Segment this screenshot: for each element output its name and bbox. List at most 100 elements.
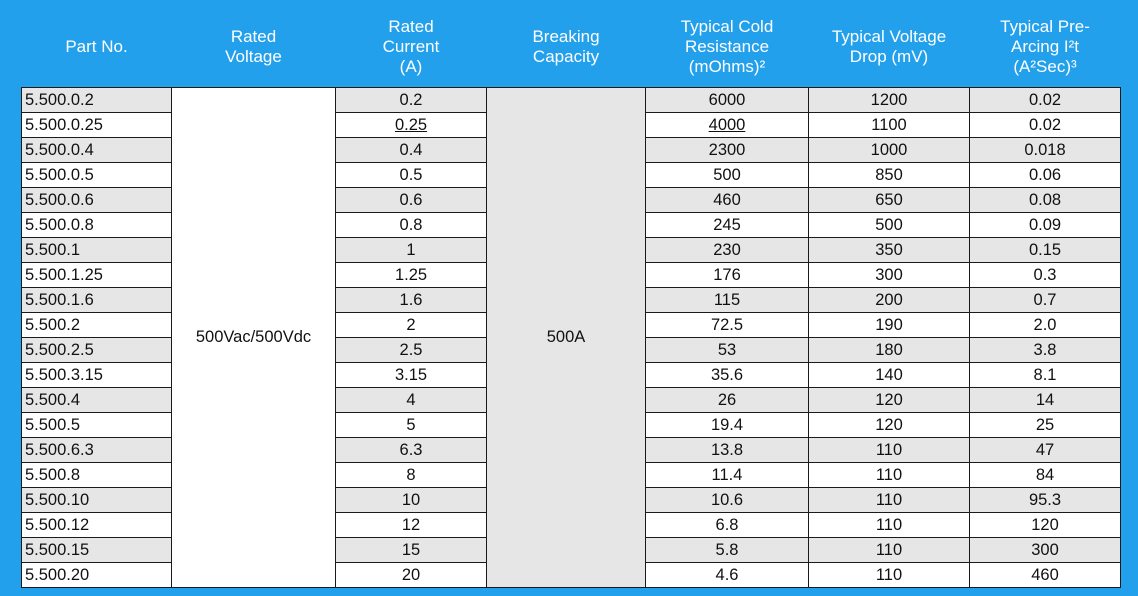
cell-cold-resistance: 11.4 [645, 462, 809, 488]
cell-pre-arcing-text: 2.0 [1033, 315, 1057, 334]
cell-pre-arcing: 0.08 [969, 187, 1121, 213]
header-pre-arcing-line2: Arcing I²t [1010, 37, 1080, 56]
cell-rated-current-text: 4 [406, 390, 416, 409]
cell-rated-current: 0.25 [335, 112, 487, 138]
cell-cold-resistance-text: 19.4 [710, 415, 744, 434]
fuse-spec-table: Part No. Rated Voltage Rated Current (A)… [21, 7, 1121, 588]
cell-voltage-drop-text: 300 [875, 265, 903, 284]
cell-voltage-drop-text: 650 [875, 190, 903, 209]
header-rated-current-line2: Current [382, 37, 440, 56]
cell-voltage-drop: 650 [808, 187, 970, 213]
table-row: 5.500.0.5 0.5 500 850 0.06 [21, 162, 1121, 188]
cell-rated-current: 20 [335, 562, 487, 588]
cell-cold-resistance: 10.6 [645, 487, 809, 513]
header-pre-arcing: Typical Pre- Arcing I²t (A²Sec)³ [970, 7, 1121, 88]
cell-part-no-text: 5.500.1.25 [25, 265, 103, 284]
cell-pre-arcing-text: 14 [1035, 390, 1055, 409]
cell-voltage-drop: 1000 [808, 137, 970, 163]
cell-part-no: 5.500.0.25 [21, 112, 172, 138]
cell-cold-resistance-text: 6.8 [715, 515, 739, 534]
header-pre-arcing-line3: (A²Sec)³ [1013, 57, 1077, 76]
cell-rated-current-text: 0.25 [394, 115, 428, 134]
cell-part-no: 5.500.0.5 [21, 162, 172, 188]
cell-pre-arcing: 0.018 [969, 137, 1121, 163]
header-breaking-capacity-line1: Breaking [532, 27, 600, 46]
cell-pre-arcing: 3.8 [969, 337, 1121, 363]
cell-voltage-drop: 110 [808, 437, 970, 463]
cell-voltage-drop: 350 [808, 237, 970, 263]
cell-cold-resistance: 13.8 [645, 437, 809, 463]
cell-rated-current: 1.25 [335, 262, 487, 288]
cell-rated-current: 0.4 [335, 137, 487, 163]
cell-pre-arcing: 2.0 [969, 312, 1121, 338]
cell-cold-resistance-text: 26 [717, 390, 737, 409]
cell-part-no: 5.500.1.6 [21, 287, 172, 313]
cell-part-no-text: 5.500.15 [25, 540, 90, 559]
cell-part-no: 5.500.4 [21, 387, 172, 413]
header-rated-voltage-line2: Voltage [225, 47, 282, 66]
cell-rated-current-text: 0.4 [399, 140, 423, 159]
table-row: 5.500.2.5 2.5 53 180 3.8 [21, 337, 1121, 363]
cell-part-no-text: 5.500.0.25 [25, 115, 103, 134]
cell-cold-resistance-text: 4000 [708, 115, 746, 134]
cell-part-no-text: 5.500.2 [25, 315, 81, 334]
cell-rated-current: 1.6 [335, 287, 487, 313]
cell-rated-current: 3.15 [335, 362, 487, 388]
cell-cold-resistance-text: 13.8 [710, 440, 744, 459]
cell-voltage-drop-text: 110 [875, 540, 903, 559]
cell-cold-resistance-text: 2300 [708, 140, 746, 159]
cell-voltage-drop: 120 [808, 412, 970, 438]
cell-cold-resistance: 19.4 [645, 412, 809, 438]
cell-rated-current: 10 [335, 487, 487, 513]
header-row: Part No. Rated Voltage Rated Current (A)… [22, 7, 1121, 88]
table-row: 5.500.0.2 500Vac/500Vdc 0.2 500A 6000 1200 0.0… [21, 87, 1121, 588]
cell-cold-resistance: 26 [645, 387, 809, 413]
cell-pre-arcing-text: 8.1 [1033, 365, 1057, 384]
cell-pre-arcing: 120 [969, 512, 1121, 538]
cell-rated-current-text: 8 [406, 465, 416, 484]
header-voltage-drop-line2: Drop (mV) [849, 47, 929, 66]
cell-rated-current: 1 [335, 237, 487, 263]
cell-rated-voltage-text: 500Vac/500Vdc [195, 328, 312, 346]
cell-cold-resistance: 72.5 [645, 312, 809, 338]
cell-part-no-text: 5.500.0.5 [25, 165, 94, 184]
cell-rated-current: 5 [335, 412, 487, 438]
table-row: 5.500.10 10 10.6 110 95.3 [21, 487, 1121, 513]
cell-pre-arcing: 0.7 [969, 287, 1121, 313]
header-rated-current: Rated Current (A) [336, 7, 487, 88]
cell-voltage-drop-text: 120 [875, 390, 903, 409]
cell-rated-current: 0.5 [335, 162, 487, 188]
cell-part-no-text: 5.500.6.3 [25, 440, 94, 459]
cell-pre-arcing: 47 [969, 437, 1121, 463]
header-rated-voltage-line1: Rated [230, 27, 277, 46]
header-cold-resistance-line2: Resistance [684, 37, 770, 56]
cell-cold-resistance-text: 10.6 [710, 490, 744, 509]
cell-cold-resistance-text: 460 [713, 190, 741, 209]
cell-pre-arcing-text: 95.3 [1028, 490, 1062, 509]
table-row: 5.500.3.15 3.15 35.6 140 8.1 [21, 362, 1121, 388]
header-rated-voltage: Rated Voltage [172, 7, 336, 88]
cell-voltage-drop-text: 180 [875, 340, 903, 359]
cell-pre-arcing-text: 0.3 [1033, 265, 1057, 284]
cell-voltage-drop: 190 [808, 312, 970, 338]
cell-pre-arcing-text: 0.7 [1033, 290, 1057, 309]
cell-cold-resistance: 4000 [645, 112, 809, 138]
cell-rated-current: 6.3 [335, 437, 487, 463]
header-rated-current-line3: (A) [399, 57, 423, 76]
cell-voltage-drop-text: 1000 [870, 140, 908, 159]
cell-rated-current: 2 [335, 312, 487, 338]
cell-pre-arcing: 0.02 [969, 112, 1121, 138]
cell-pre-arcing: 0.3 [969, 262, 1121, 288]
cell-part-no-text: 5.500.10 [25, 490, 90, 509]
cell-cold-resistance: 500 [645, 162, 809, 188]
cell-part-no: 5.500.5 [21, 412, 172, 438]
cell-part-no: 5.500.1 [21, 237, 172, 263]
header-voltage-drop: Typical Voltage Drop (mV) [809, 7, 970, 88]
cell-voltage-drop: 300 [808, 262, 970, 288]
cell-voltage-drop-text: 110 [875, 465, 903, 484]
header-breaking-capacity: Breaking Capacity [487, 7, 646, 88]
cell-rated-current: 15 [335, 537, 487, 563]
cell-part-no: 5.500.1.25 [21, 262, 172, 288]
cell-part-no-text: 5.500.0.2 [25, 90, 94, 109]
cell-voltage-drop: 1200 [808, 87, 970, 113]
